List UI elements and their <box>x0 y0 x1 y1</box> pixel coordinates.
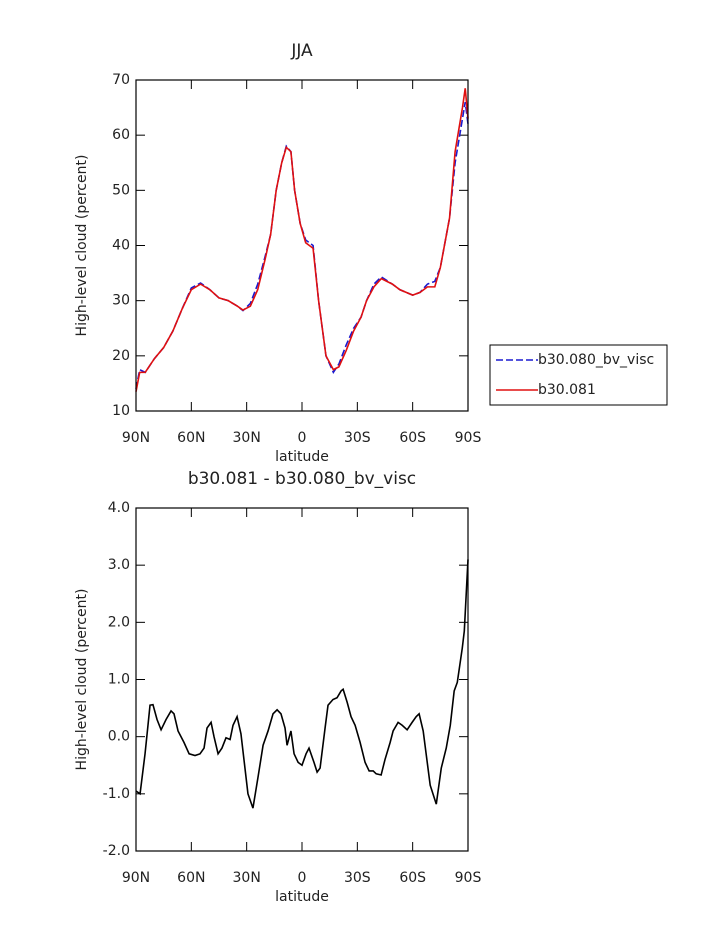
x-tick-label: 0 <box>298 870 307 886</box>
y-tick-label: 30 <box>112 293 130 309</box>
data-line <box>135 101 469 390</box>
data-line <box>135 559 469 809</box>
y-tick-label: 1.0 <box>108 672 130 688</box>
chart-title: JJA <box>290 41 313 61</box>
y-tick-label: 70 <box>112 72 130 88</box>
y-tick-label: 20 <box>112 348 130 364</box>
x-tick-label: 60S <box>399 430 426 446</box>
y-tick-label: 0.0 <box>108 729 130 745</box>
legend-box <box>489 344 668 406</box>
x-tick-label: 60N <box>177 870 205 886</box>
x-tick-label: 90N <box>122 430 150 446</box>
x-axis-label: latitude <box>275 449 329 465</box>
chart-title: b30.081 - b30.080_bv_visc <box>188 469 416 489</box>
data-line <box>135 88 469 392</box>
x-tick-label: 60S <box>399 870 426 886</box>
x-tick-label: 0 <box>298 430 307 446</box>
x-tick-label: 90S <box>455 870 482 886</box>
y-tick-label: 3.0 <box>108 557 130 573</box>
y-axis-label: High-level cloud (percent) <box>74 589 90 771</box>
legend-label: b30.080_bv_visc <box>538 352 654 368</box>
x-tick-label: 30S <box>344 870 371 886</box>
plot-frame <box>135 79 469 412</box>
legend-label: b30.081 <box>538 382 596 398</box>
y-tick-label: -2.0 <box>103 843 130 859</box>
y-tick-label: 4.0 <box>108 500 130 516</box>
y-tick-label: 60 <box>112 127 130 143</box>
x-tick-label: 90S <box>455 430 482 446</box>
x-tick-label: 60N <box>177 430 205 446</box>
x-tick-label: 30N <box>233 430 261 446</box>
x-tick-label: 90N <box>122 870 150 886</box>
x-tick-label: 30S <box>344 430 371 446</box>
y-tick-label: -1.0 <box>103 786 130 802</box>
plot-frame <box>135 507 469 852</box>
y-tick-label: 40 <box>112 238 130 254</box>
x-axis-label: latitude <box>275 889 329 905</box>
y-tick-label: 50 <box>112 182 130 198</box>
y-tick-label: 10 <box>112 403 130 419</box>
y-tick-label: 2.0 <box>108 614 130 630</box>
y-axis-label: High-level cloud (percent) <box>74 155 90 337</box>
x-tick-label: 30N <box>233 870 261 886</box>
